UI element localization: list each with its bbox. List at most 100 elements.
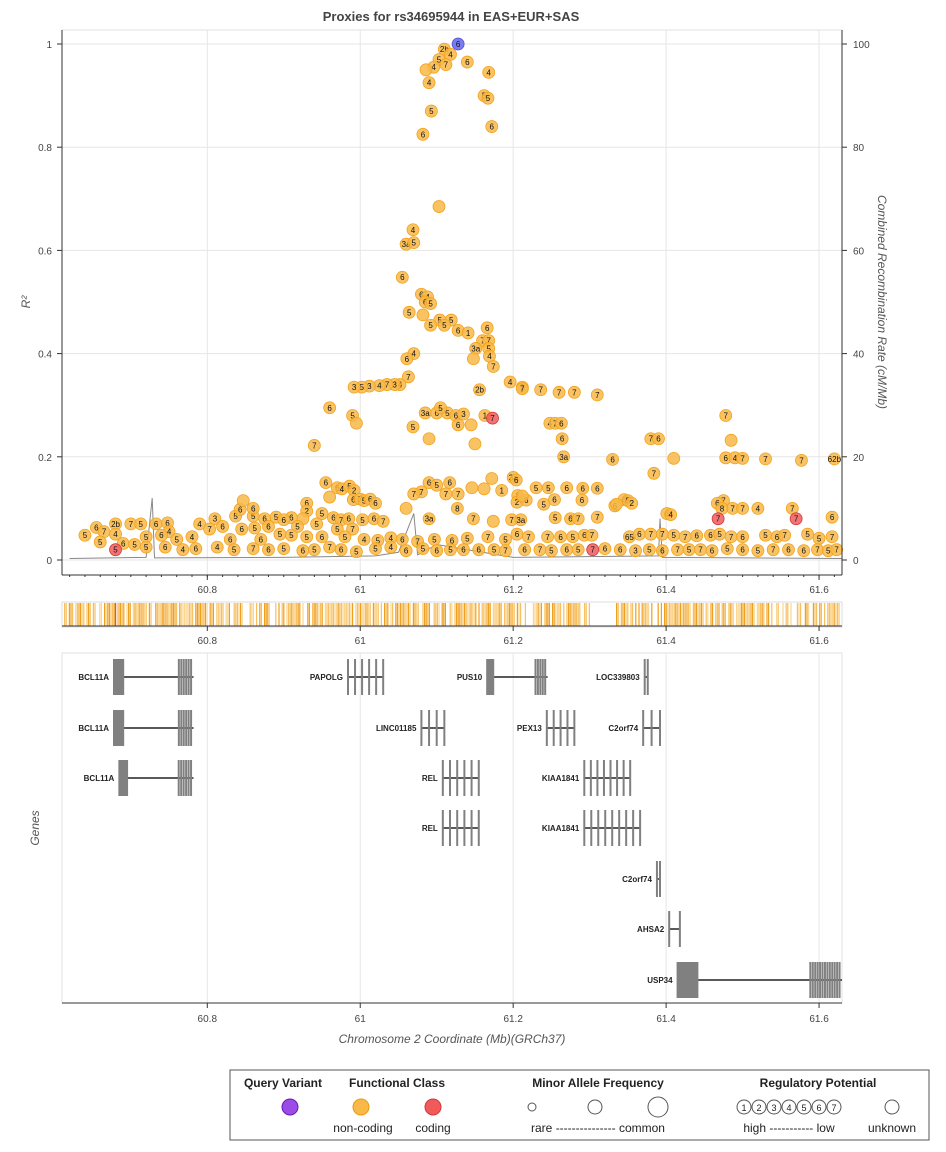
strip-variant-tick [624, 603, 626, 626]
gene-exon [122, 760, 125, 796]
proxy-point-label: 4 [756, 504, 761, 513]
strip-variant-tick [179, 603, 181, 626]
proxy-point-label: 7 [520, 385, 525, 394]
proxy-point-label: 5 [428, 300, 433, 309]
strip-variant-tick [819, 603, 821, 626]
proxy-point [481, 91, 495, 105]
proxy-point [208, 512, 222, 526]
proxy-point-label: 7 [412, 490, 417, 499]
proxy-point-label: 7 [327, 543, 332, 552]
strip-variant-tick [835, 603, 837, 626]
proxy-point-label: 1 [499, 486, 504, 495]
y-tick-label: 0.8 [38, 143, 52, 154]
proxy-point-label: 6 [830, 513, 835, 522]
proxy-point-label: 6 [454, 412, 459, 421]
strip-variant-tick [787, 603, 789, 626]
proxy-point-label: 62b [828, 455, 842, 464]
proxy-point-label: 6 [421, 130, 426, 139]
strip-variant-tick [718, 603, 720, 626]
proxy-point-label: 7 [207, 525, 212, 534]
strip-variant-tick [660, 603, 662, 626]
strip-variant-tick [169, 603, 171, 626]
proxy-point [347, 380, 361, 394]
proxy-point-label: 6 [400, 535, 405, 544]
gene-exon [122, 659, 125, 695]
strip-variant-tick [804, 603, 806, 626]
y2-tick-label: 0 [853, 556, 859, 567]
gene-label: AHSA2 [637, 925, 665, 934]
strip-variant-tick [292, 603, 294, 626]
strip-variant-tick [459, 603, 461, 626]
proxy-point-label: 6 [289, 514, 294, 523]
proxy-point-label: 5 [251, 512, 256, 521]
strip-variant-tick [344, 603, 346, 626]
proxy-point [485, 472, 499, 485]
proxy-points: 2b45746445556643a566465555556167753a4467… [78, 37, 844, 559]
strip-variant-tick [833, 603, 835, 626]
strip-variant-tick [267, 603, 269, 626]
gene-exon [114, 710, 117, 746]
gene-exon [117, 659, 120, 695]
strip-variant-tick [761, 603, 763, 626]
legend-regulatory-number: 5 [801, 1103, 806, 1113]
strip-variant-tick [673, 603, 675, 626]
legend: Query Variant Functional Class non-codin… [229, 1069, 930, 1141]
gene-exon [441, 810, 444, 846]
legend-regulatory-circle [751, 1099, 767, 1115]
proxy-point [399, 544, 413, 558]
strip-tick-label: 60.8 [198, 636, 218, 647]
proxy-point-label: 6 [477, 546, 482, 555]
gene-exon [685, 962, 688, 998]
proxy-point [437, 318, 451, 332]
proxy-point-label: 3a [471, 344, 480, 353]
proxy-point-label: 5 [274, 513, 279, 522]
proxy-point [509, 473, 523, 487]
proxy-point-label: 7 [649, 530, 654, 539]
strip-variant-tick [460, 603, 462, 626]
strip-variant-tick [136, 603, 138, 626]
strip-variant-tick [182, 603, 184, 626]
proxy-point-label: 7 [815, 546, 820, 555]
proxy-point [522, 530, 535, 544]
proxy-point-label: 4 [190, 533, 195, 542]
strip-variant-tick [686, 603, 688, 626]
strip-variant-tick [486, 603, 488, 626]
gene-exon [487, 659, 490, 695]
strip-variant-tick [296, 603, 298, 626]
gene-exon [187, 760, 190, 796]
strip-variant-tick [729, 603, 731, 626]
strip-variant-tick [142, 603, 144, 626]
proxy-point-label: 4 [487, 352, 492, 361]
strip-variant-tick [414, 603, 416, 626]
strip-variant-tick [313, 603, 315, 626]
strip-variant-tick [747, 603, 749, 626]
strip-variant-tick [617, 603, 619, 626]
proxy-point-label: 5 [429, 107, 434, 116]
proxy-point-label: 2 [629, 499, 634, 508]
legend-maf-common-circle [647, 1096, 669, 1118]
strip-variant-tick [345, 603, 347, 626]
strip-variant-tick [740, 603, 742, 626]
strip-variant-tick [364, 603, 366, 626]
strip-variant-tick [108, 603, 110, 626]
gene-exon [655, 861, 658, 897]
strip-variant-tick [328, 603, 330, 626]
proxy-point [248, 521, 262, 535]
proxy-point [350, 416, 363, 430]
proxy-point-label: 6 [259, 535, 264, 544]
proxy-point-label: 5 [354, 548, 359, 557]
proxy-point-label: 6 [802, 547, 807, 556]
strip-variant-tick [113, 603, 115, 626]
proxy-point-label: 6 [461, 546, 466, 555]
strip-variant-tick [688, 603, 690, 626]
proxy-point-label: 6 [165, 519, 170, 528]
proxy-point [465, 481, 479, 495]
proxy-point [534, 383, 548, 397]
proxy-point [236, 494, 250, 508]
proxy-point [629, 544, 642, 558]
strip-variant-tick [680, 603, 682, 626]
gene-exon [833, 962, 836, 998]
proxy-point-label: 6 [373, 499, 378, 508]
legend-regulatory-circle [796, 1099, 812, 1115]
proxy-point-label: 7 [312, 441, 317, 450]
